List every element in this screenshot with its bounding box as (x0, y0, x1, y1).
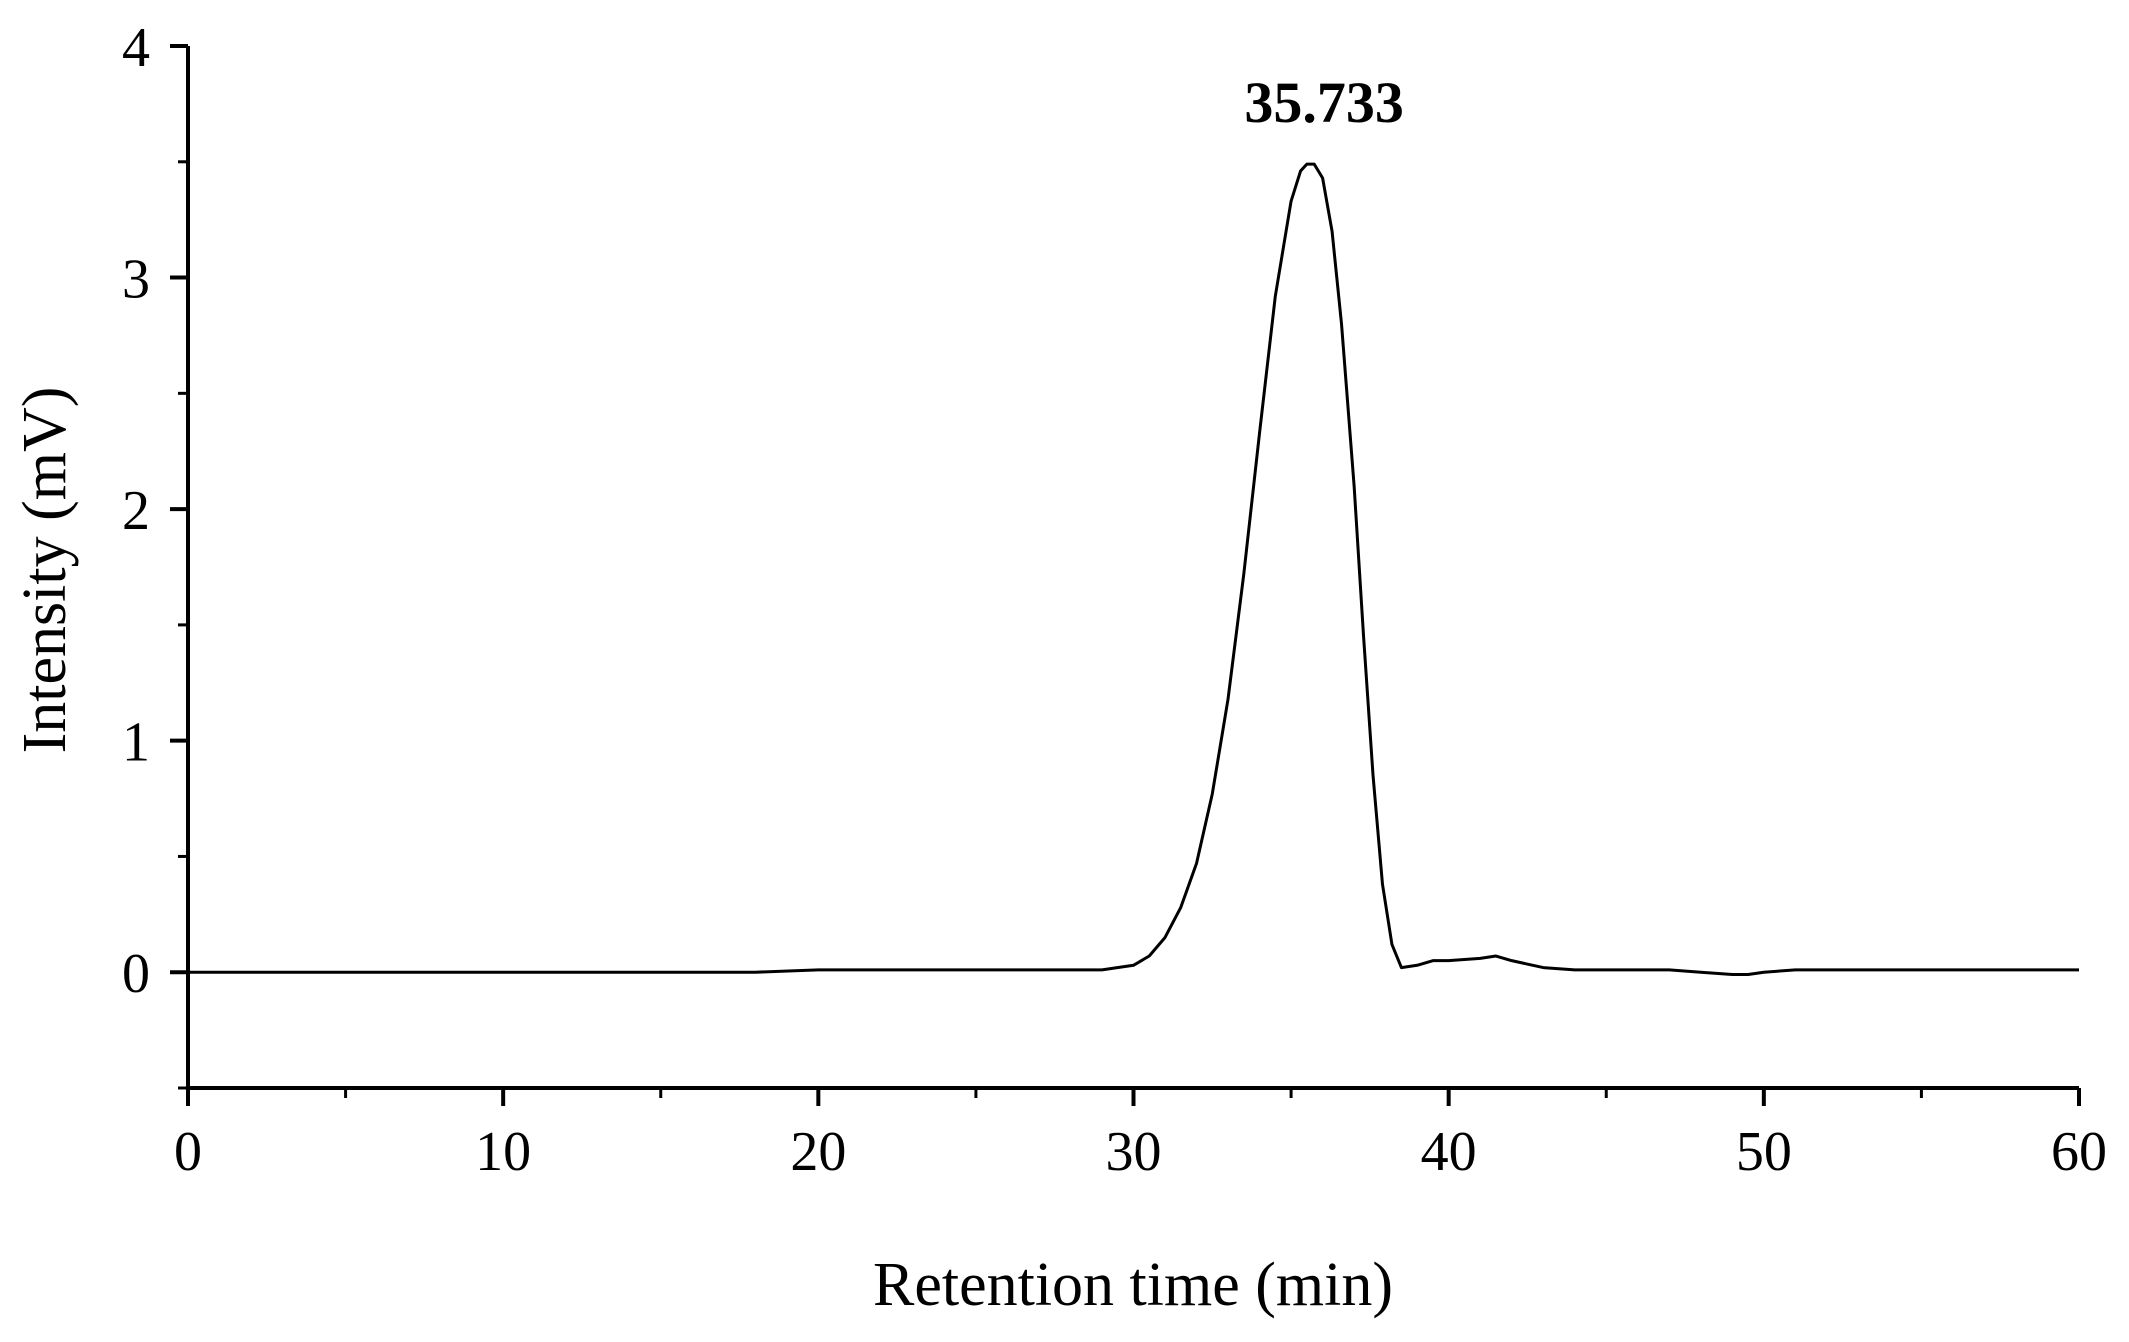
axes (186, 46, 2079, 1090)
x-tick-label: 50 (1736, 1121, 1792, 1183)
x-tick-label: 20 (790, 1121, 846, 1183)
x-tick-label: 10 (475, 1121, 531, 1183)
y-tick-label: 4 (122, 17, 150, 79)
y-tick-label: 0 (122, 943, 150, 1005)
x-ticks: 0 10 20 30 40 50 60 (174, 1088, 2107, 1183)
annotations: 35.733 (1244, 70, 1404, 135)
y-tick-label: 1 (122, 712, 150, 774)
y-axis-title: Intensity (mV) (11, 387, 79, 754)
x-tick-label: 40 (1421, 1121, 1477, 1183)
peak-label: 35.733 (1244, 70, 1404, 135)
y-ticks: 0 1 2 3 4 (122, 17, 188, 1090)
x-tick-label: 60 (2051, 1121, 2107, 1183)
y-tick-label: 3 (122, 249, 150, 311)
x-tick-label: 0 (174, 1121, 202, 1183)
y-tick-label: 2 (122, 480, 150, 542)
x-tick-label: 30 (1106, 1121, 1162, 1183)
x-axis-title: Retention time (min) (873, 1251, 1393, 1319)
series-line (188, 162, 2079, 977)
